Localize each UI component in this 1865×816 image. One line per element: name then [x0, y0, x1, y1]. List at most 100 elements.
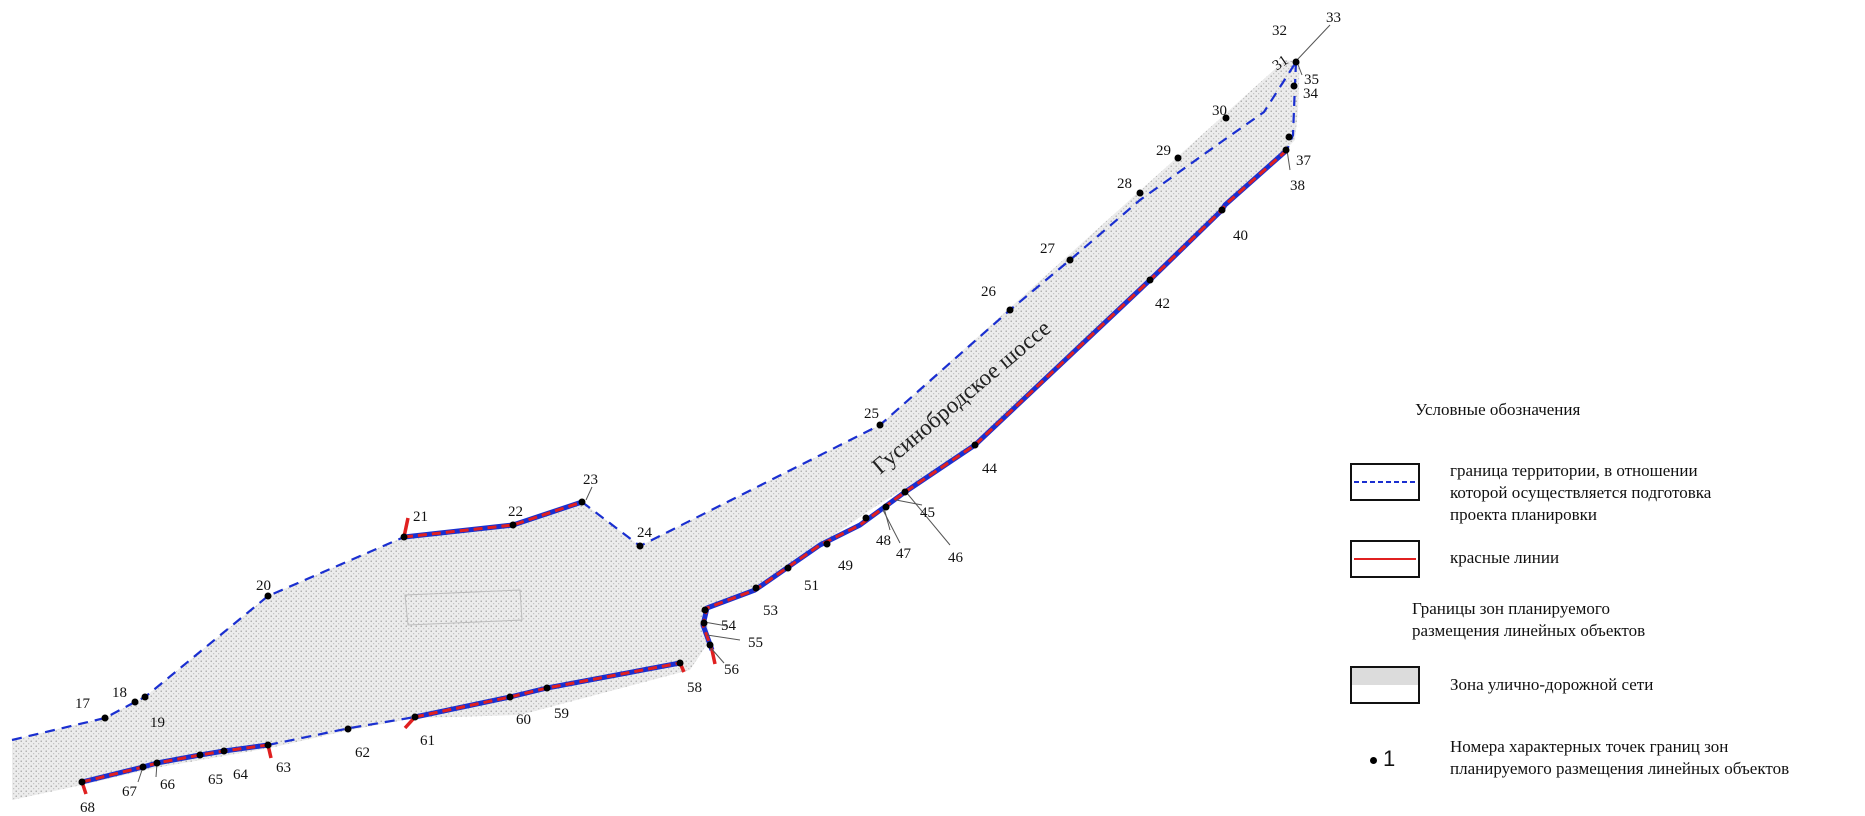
point-37 — [1285, 133, 1293, 141]
point-63 — [264, 741, 272, 749]
label-23: 23 — [583, 472, 598, 488]
label-40: 40 — [1233, 228, 1248, 244]
label-65: 65 — [208, 772, 223, 788]
point-48 — [862, 514, 870, 522]
legend-point-sample: 1 — [1370, 746, 1395, 772]
point-67 — [139, 763, 147, 771]
label-47: 47 — [896, 546, 912, 562]
label-54: 54 — [721, 618, 737, 634]
point-28 — [1136, 189, 1144, 197]
point-47 — [882, 503, 890, 511]
label-49: 49 — [838, 558, 853, 574]
point-30 — [1222, 114, 1230, 122]
label-62: 62 — [355, 745, 370, 761]
label-25: 25 — [864, 406, 879, 422]
point-labels: 17 18 19 20 21 22 23 24 25 26 27 28 29 3… — [75, 10, 1341, 816]
label-44: 44 — [982, 461, 998, 477]
point-24 — [636, 542, 644, 550]
label-20: 20 — [256, 578, 271, 594]
point-44 — [971, 441, 979, 449]
point-55 — [700, 619, 708, 627]
point-45 — [901, 488, 909, 496]
point-65 — [196, 751, 204, 759]
point-26 — [1006, 306, 1014, 314]
legend-text-boundary: граница территории, в отношении которой … — [1450, 461, 1712, 524]
legend-swatch-road-zone — [1350, 666, 1420, 704]
point-59 — [543, 684, 551, 692]
point-27 — [1066, 256, 1074, 264]
label-29: 29 — [1156, 143, 1171, 159]
label-21: 21 — [413, 509, 428, 525]
point-54 — [701, 606, 709, 614]
point-42 — [1146, 276, 1154, 284]
label-30: 30 — [1212, 103, 1227, 119]
point-31 — [1292, 58, 1300, 66]
point-60 — [506, 693, 514, 701]
legend-swatch-boundary — [1350, 463, 1420, 501]
legend-text-red-lines: красные линии — [1450, 548, 1560, 567]
label-33: 33 — [1326, 10, 1341, 26]
point-25 — [876, 421, 884, 429]
label-27: 27 — [1040, 241, 1056, 257]
point-23 — [578, 498, 586, 506]
label-32: 32 — [1272, 23, 1287, 39]
point-19 — [141, 693, 149, 701]
label-66: 66 — [160, 777, 176, 793]
label-38: 38 — [1290, 178, 1305, 194]
legend-swatch-red-lines — [1350, 540, 1420, 578]
point-dot-icon — [1370, 756, 1377, 764]
label-17: 17 — [75, 696, 91, 712]
label-46: 46 — [948, 550, 964, 566]
point-64 — [220, 747, 228, 755]
road-zone-area — [12, 60, 1300, 800]
point-53 — [752, 584, 760, 592]
label-48: 48 — [876, 533, 891, 549]
label-68: 68 — [80, 800, 95, 816]
label-42: 42 — [1155, 296, 1170, 312]
label-35: 35 — [1304, 72, 1319, 88]
point-20 — [264, 592, 272, 600]
point-68 — [78, 778, 86, 786]
legend-text-road-zone: Зона улично-дорожной сети — [1450, 675, 1654, 694]
point-66 — [153, 759, 161, 767]
label-60: 60 — [516, 712, 531, 728]
point-29 — [1174, 154, 1182, 162]
label-63: 63 — [276, 760, 291, 776]
label-51: 51 — [804, 578, 819, 594]
label-26: 26 — [981, 284, 997, 300]
label-37: 37 — [1296, 153, 1312, 169]
point-62 — [344, 725, 352, 733]
point-18 — [131, 698, 139, 706]
point-58 — [676, 659, 684, 667]
legend-text-zones: Границы зон планируемого размещения лине… — [1412, 599, 1646, 640]
label-56: 56 — [724, 662, 740, 678]
point-51 — [784, 564, 792, 572]
label-64: 64 — [233, 767, 249, 783]
point-17 — [101, 714, 109, 722]
label-24: 24 — [637, 525, 653, 541]
legend-title: Условные обозначения — [1415, 400, 1581, 419]
building-outline — [404, 589, 523, 626]
label-53: 53 — [763, 603, 778, 619]
label-28: 28 — [1117, 176, 1132, 192]
label-19: 19 — [150, 715, 165, 731]
boundary-dashed-bottom — [267, 715, 416, 747]
label-59: 59 — [554, 706, 569, 722]
label-61: 61 — [420, 733, 435, 749]
label-18: 18 — [112, 685, 127, 701]
point-38 — [1282, 146, 1290, 154]
point-34 — [1290, 82, 1298, 90]
point-40 — [1218, 206, 1226, 214]
label-55: 55 — [748, 635, 763, 651]
boundary-dashed-mid — [581, 61, 1297, 548]
label-45: 45 — [920, 505, 935, 521]
label-22: 22 — [508, 504, 523, 520]
point-22 — [509, 521, 517, 529]
boundary-dashed-top — [11, 535, 405, 742]
legend-text-points: Номера характерных точек границ зон план… — [1450, 737, 1790, 778]
characteristic-points — [78, 58, 1300, 786]
point-21 — [400, 533, 408, 541]
label-67: 67 — [122, 784, 138, 800]
point-56 — [706, 641, 714, 649]
